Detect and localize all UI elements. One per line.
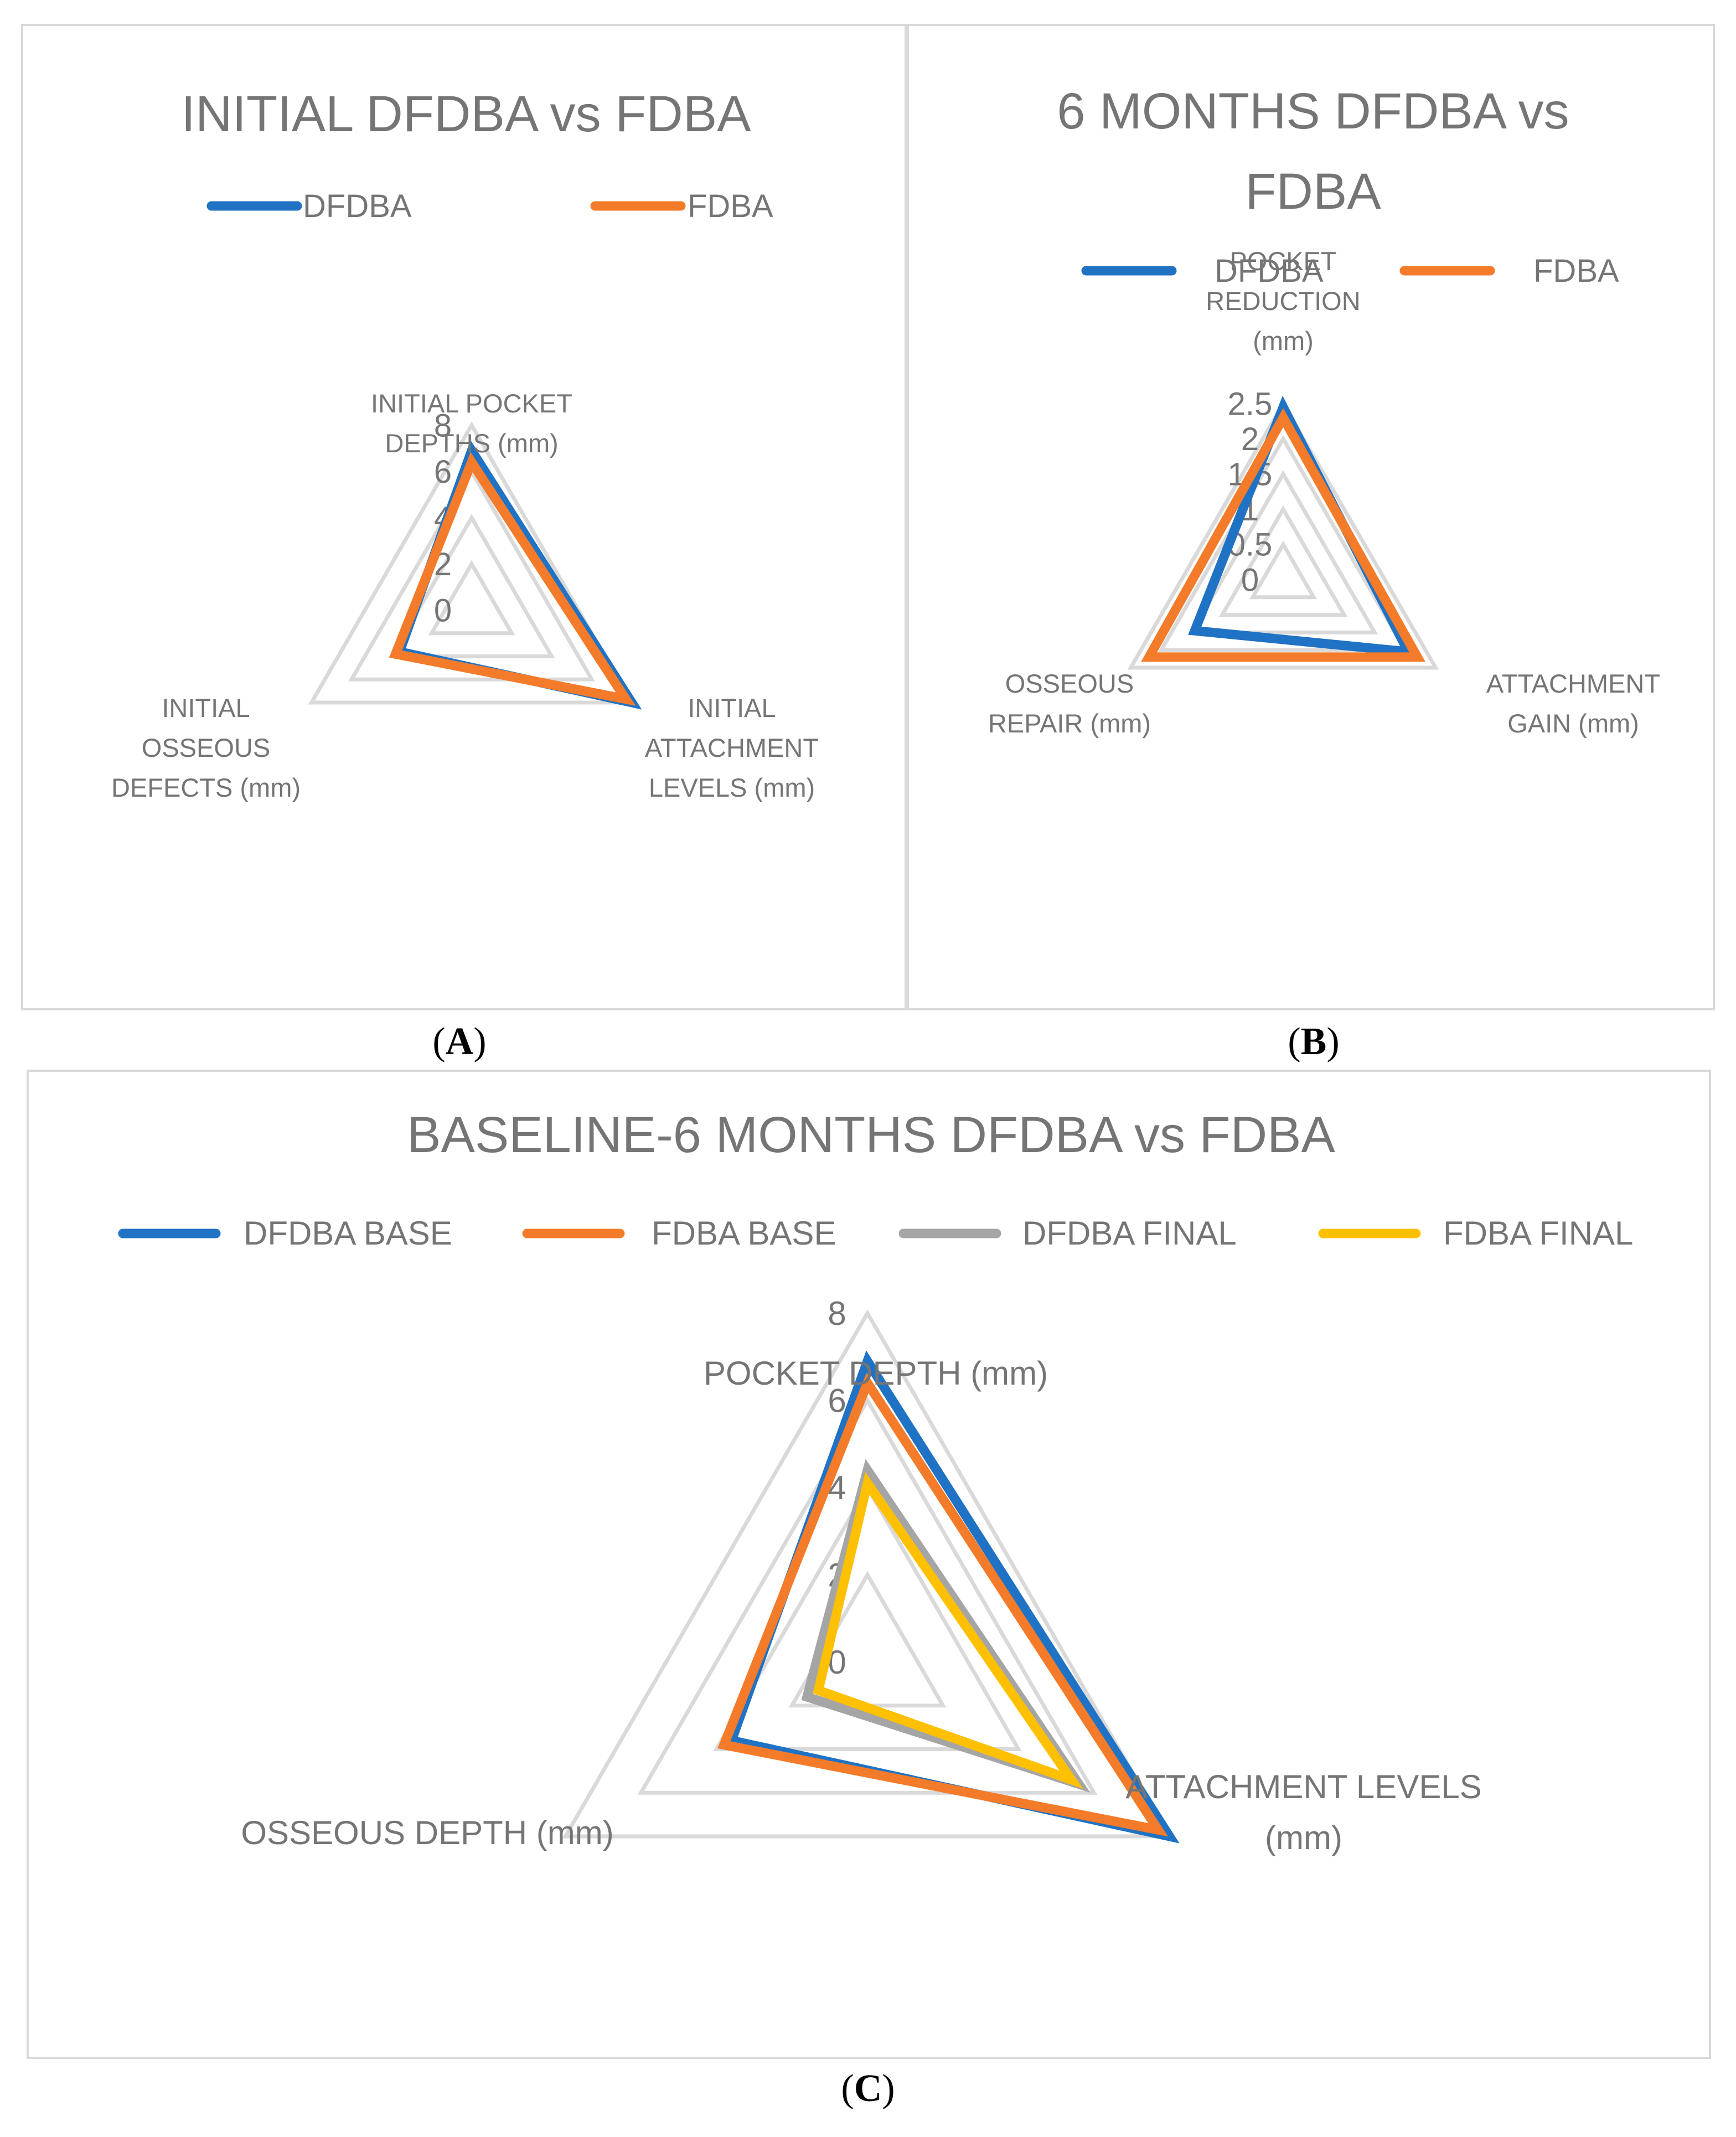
tick-label: 0 — [1241, 562, 1259, 598]
axis-label: (mm) — [1265, 1819, 1342, 1856]
grid-ring — [1127, 399, 1439, 670]
axis-label: INITIAL — [162, 693, 250, 722]
axis-label: POCKET — [1229, 246, 1336, 276]
caption-a: (A) — [432, 1020, 487, 1063]
chart-title: BASELINE-6 MONTHS DFDBA vs FDBA — [407, 1107, 1335, 1163]
axis-label: ATTACHMENT — [1486, 669, 1660, 698]
grid-ring — [1249, 540, 1318, 600]
tick-label: 8 — [828, 1295, 846, 1332]
axis-label: INITIAL POCKET — [371, 389, 572, 418]
chart-title-line: FDBA — [1245, 163, 1381, 220]
grid-ring — [713, 1483, 1022, 1751]
grid-ring — [1218, 505, 1348, 617]
radar-chart-c: BASELINE-6 MONTHS DFDBA vs FDBA DFDBA BAS… — [118, 1107, 1633, 1856]
series-line — [801, 1459, 1091, 1793]
axis-label: GAIN (mm) — [1507, 709, 1639, 738]
series-line — [813, 1472, 1084, 1789]
grid-ring — [428, 560, 515, 636]
grid-ring — [348, 467, 596, 682]
tick-label: 2 — [1241, 421, 1259, 457]
legend-label: DFDBA BASE — [244, 1215, 452, 1252]
tick-label: 8 — [434, 407, 452, 443]
caption-b: (B) — [1288, 1020, 1340, 1063]
legend-label: FDBA BASE — [652, 1215, 836, 1252]
grid-ring — [388, 513, 555, 658]
legend-label: DFDBA FINAL — [1022, 1215, 1237, 1252]
legend-label: FDBA — [688, 188, 773, 224]
series-line — [1141, 408, 1425, 662]
axis-label: (mm) — [1253, 326, 1314, 355]
axis-label: ATTACHMENT — [645, 733, 819, 762]
grid-ring — [637, 1396, 1098, 1795]
axis-label: REPAIR (mm) — [988, 709, 1151, 738]
tick-label: 6 — [828, 1382, 846, 1419]
chart-title-line: 6 MONTHS DFDBA vs — [1057, 83, 1569, 140]
chart-panel-a: INITIAL DFDBA vs FDBA DFDBA FDBA 0 2 4 6 8 INITI… — [21, 24, 907, 1010]
grid-ring — [562, 1309, 1173, 1839]
axis-label: INITIAL — [688, 693, 776, 722]
tick-label: 0 — [434, 592, 452, 628]
caption-c: (C) — [841, 2067, 895, 2110]
legend-label: DFDBA — [1215, 253, 1324, 289]
legend-label: DFDBA — [303, 188, 412, 224]
axis-label: DEFECTS (mm) — [111, 773, 301, 802]
axis-label: OSSEOUS DEPTH (mm) — [241, 1814, 613, 1851]
axis-label: LEVELS (mm) — [649, 773, 815, 802]
tick-label: 6 — [434, 454, 452, 490]
chart-panel-c: BASELINE-6 MONTHS DFDBA vs FDBA DFDBA BAS… — [27, 1070, 1711, 2059]
axis-label: ATTACHMENT LEVELS — [1125, 1768, 1481, 1805]
axis-label: OSSEOUS — [142, 733, 270, 762]
axis-label: OSSEOUS — [1005, 669, 1134, 698]
axis-label: DEPTHS (mm) — [385, 429, 558, 458]
grid-ring — [308, 421, 636, 705]
axis-label: REDUCTION — [1206, 286, 1360, 316]
chart-title: INITIAL DFDBA vs FDBA — [181, 86, 751, 142]
series-line — [389, 452, 636, 706]
grid-ring — [1158, 435, 1409, 652]
chart-panel-b: 6 MONTHS DFDBA vs FDBA DFDBA FDBA 0 0.5 1 1.5 2 2… — [907, 24, 1715, 1010]
series-line — [717, 1372, 1169, 1837]
legend-label: FDBA FINAL — [1443, 1215, 1633, 1252]
axis-label: POCKET DEPTH (mm) — [704, 1355, 1048, 1392]
tick-label: 2.5 — [1228, 386, 1273, 422]
grid-ring — [1188, 470, 1378, 634]
legend-label: FDBA — [1533, 253, 1619, 289]
